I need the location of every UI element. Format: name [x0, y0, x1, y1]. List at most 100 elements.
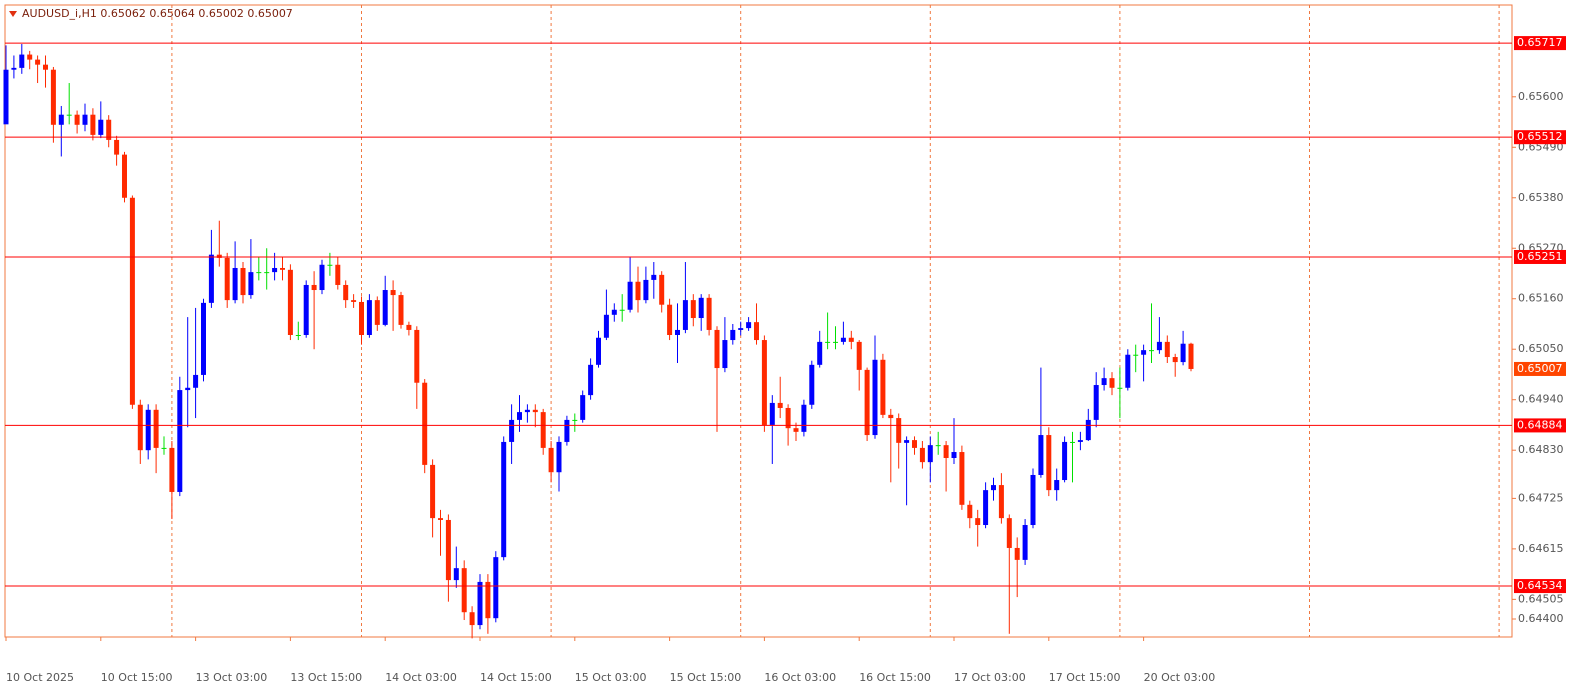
candle-body — [872, 359, 878, 436]
level-label: 0.64884 — [1517, 418, 1563, 431]
y-tick-label: 0.64830 — [1518, 443, 1564, 456]
candle-body — [11, 67, 17, 70]
candle-body — [635, 281, 641, 301]
candle-body — [224, 257, 230, 301]
y-tick-label: 0.64615 — [1518, 542, 1564, 555]
candle-body — [430, 464, 436, 519]
candle-body — [145, 409, 151, 451]
candle-body — [1070, 441, 1075, 443]
candle-body — [50, 69, 56, 125]
candle-body — [1149, 350, 1154, 352]
candle-body — [840, 337, 846, 342]
candle-body — [90, 114, 96, 135]
candle-body — [548, 447, 554, 473]
candle-body — [169, 447, 175, 492]
candle-body — [524, 409, 530, 413]
candle-body — [659, 274, 665, 305]
candle-body — [580, 395, 586, 420]
candle-body — [967, 504, 973, 519]
candle-body — [335, 264, 341, 285]
candle-body — [27, 54, 33, 60]
candle-body — [422, 382, 428, 465]
candle-body — [698, 297, 704, 319]
title-arrow — [9, 11, 17, 17]
candle-body — [785, 407, 791, 429]
candle-body — [667, 304, 673, 335]
candle-body — [896, 418, 902, 443]
candle-body — [880, 359, 886, 415]
candle-body — [1188, 343, 1194, 369]
candle-body — [3, 69, 9, 125]
candle-body — [1014, 547, 1020, 560]
candle-body — [216, 254, 222, 258]
candle-body — [825, 341, 831, 343]
candle-body — [1164, 341, 1170, 358]
candle-body — [983, 490, 989, 526]
candle-body — [1046, 435, 1052, 491]
candle-body — [943, 445, 949, 459]
level-label-bg — [1514, 418, 1566, 433]
candle-body — [588, 364, 594, 396]
candle-body — [888, 414, 894, 419]
candle-body — [817, 341, 823, 365]
current-price-bg — [1514, 361, 1566, 376]
candle-body — [509, 419, 515, 442]
candle-body — [280, 267, 285, 270]
x-tick-label: 15 Oct 03:00 — [575, 671, 647, 684]
candle-body — [493, 557, 499, 619]
candle-body — [382, 290, 388, 325]
x-tick-label: 10 Oct 2025 — [6, 671, 74, 684]
candle-body — [477, 581, 483, 626]
candle-body — [390, 290, 396, 296]
candle-body — [690, 300, 696, 319]
candle-body — [998, 485, 1004, 519]
y-tick-label: 0.64400 — [1518, 612, 1564, 625]
level-label-bg — [1514, 579, 1566, 594]
candle-body — [904, 440, 910, 443]
candle-body — [327, 264, 333, 266]
candle-body — [287, 269, 293, 335]
candle-body — [461, 568, 467, 613]
candle-body — [137, 404, 143, 451]
candle-body — [501, 441, 507, 558]
candle-body — [185, 387, 191, 391]
candle-body — [374, 300, 380, 325]
level-label: 0.65251 — [1517, 250, 1563, 263]
plot-frame — [4, 4, 1513, 638]
candle-body — [769, 402, 775, 425]
chart-title: AUDUSD_i,H1 0.65062 0.65064 0.65002 0.65… — [22, 7, 293, 20]
x-tick-label: 20 Oct 03:00 — [1144, 671, 1216, 684]
level-label: 0.65512 — [1517, 130, 1563, 143]
candle-body — [1038, 435, 1044, 475]
level-label: 0.64534 — [1517, 579, 1563, 592]
candle-body — [833, 341, 838, 343]
candle-body — [1125, 354, 1131, 388]
candle-body — [19, 54, 25, 68]
candle-body — [603, 314, 609, 338]
y-tick-label: 0.64505 — [1518, 592, 1564, 605]
candle-body — [74, 114, 80, 125]
x-tick-label: 14 Oct 15:00 — [480, 671, 552, 684]
candle-body — [485, 581, 491, 619]
candle-body — [611, 309, 617, 315]
candle-body — [975, 518, 981, 526]
x-tick-label: 17 Oct 03:00 — [954, 671, 1026, 684]
candle-body — [643, 279, 649, 301]
candle-body — [1117, 387, 1123, 389]
candle-body — [1062, 441, 1068, 481]
candle-body — [1054, 480, 1060, 491]
candle-body — [311, 284, 317, 291]
candle-body — [651, 274, 657, 280]
current-price-label: 0.65007 — [1517, 362, 1563, 375]
candle-body — [114, 139, 120, 155]
candle-body — [722, 340, 728, 369]
candle-body — [919, 447, 925, 463]
candle-body — [193, 374, 199, 388]
candles — [3, 44, 1194, 639]
candle-body — [106, 119, 112, 140]
candle-body — [619, 309, 625, 311]
candle-body — [201, 302, 206, 375]
candle-body — [793, 428, 799, 432]
candle-body — [1077, 440, 1083, 442]
